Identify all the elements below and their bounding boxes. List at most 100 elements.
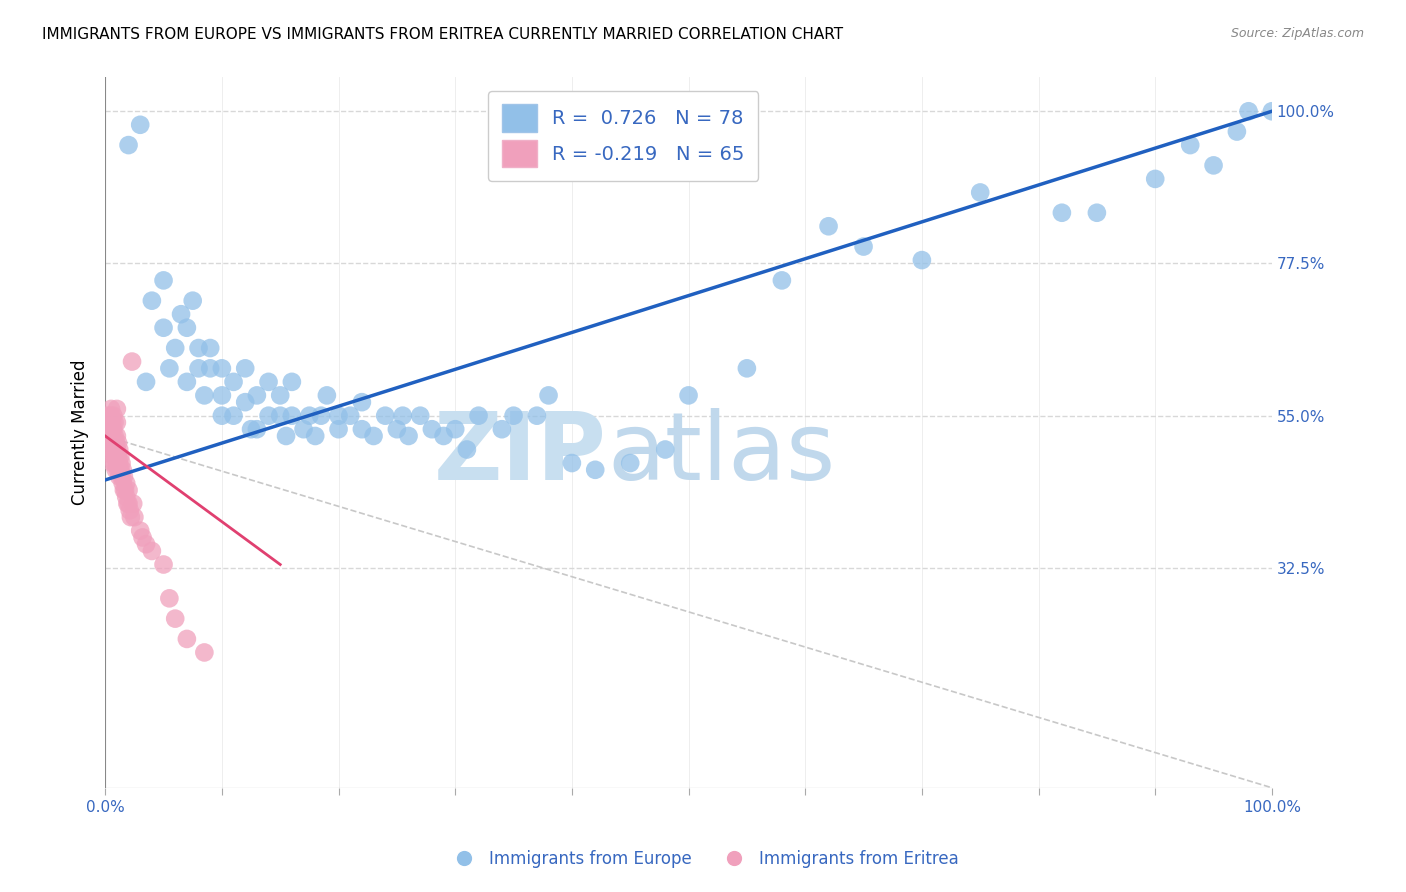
Y-axis label: Currently Married: Currently Married xyxy=(72,359,89,506)
Point xyxy=(420,422,443,436)
Point xyxy=(120,510,142,524)
Point xyxy=(350,395,373,409)
Point xyxy=(1261,104,1284,119)
Point xyxy=(96,422,118,436)
Point xyxy=(817,219,839,234)
Point xyxy=(339,409,361,423)
Point xyxy=(1050,205,1073,219)
Point xyxy=(100,422,122,436)
Point xyxy=(187,341,209,355)
Point xyxy=(105,456,128,470)
Point xyxy=(107,450,129,464)
Point xyxy=(135,375,157,389)
Point xyxy=(107,435,129,450)
Point xyxy=(98,416,121,430)
Point xyxy=(269,388,291,402)
Point xyxy=(100,409,122,423)
Point xyxy=(328,422,350,436)
Point xyxy=(122,497,145,511)
Point xyxy=(315,388,337,402)
Point xyxy=(117,497,139,511)
Point xyxy=(170,307,193,321)
Point xyxy=(112,469,135,483)
Point xyxy=(105,401,128,416)
Point xyxy=(350,422,373,436)
Point xyxy=(111,463,134,477)
Point xyxy=(104,450,127,464)
Point xyxy=(101,442,124,457)
Point xyxy=(211,388,233,402)
Point xyxy=(98,429,121,443)
Point xyxy=(101,429,124,443)
Point xyxy=(233,395,256,409)
Point xyxy=(110,463,132,477)
Point xyxy=(104,463,127,477)
Point xyxy=(103,416,125,430)
Point xyxy=(222,375,245,389)
Point xyxy=(103,456,125,470)
Point xyxy=(309,409,332,423)
Point xyxy=(432,429,454,443)
Point xyxy=(110,456,132,470)
Point xyxy=(1237,104,1260,119)
Point xyxy=(200,341,222,355)
Point xyxy=(292,422,315,436)
Point xyxy=(1202,158,1225,172)
Point xyxy=(152,273,174,287)
Point xyxy=(240,422,263,436)
Point xyxy=(176,320,198,334)
Point xyxy=(502,409,524,423)
Point xyxy=(654,442,676,457)
Point xyxy=(103,435,125,450)
Point xyxy=(969,186,991,200)
Point xyxy=(108,456,131,470)
Point xyxy=(111,476,134,491)
Point xyxy=(165,341,187,355)
Text: IMMIGRANTS FROM EUROPE VS IMMIGRANTS FROM ERITREA CURRENTLY MARRIED CORRELATION : IMMIGRANTS FROM EUROPE VS IMMIGRANTS FRO… xyxy=(42,27,844,42)
Point xyxy=(114,483,136,497)
Point xyxy=(770,273,793,287)
Point xyxy=(1085,205,1108,219)
Point xyxy=(141,293,163,308)
Point xyxy=(103,409,125,423)
Point xyxy=(107,463,129,477)
Point xyxy=(101,456,124,470)
Point xyxy=(129,524,152,538)
Point xyxy=(141,544,163,558)
Point xyxy=(115,476,138,491)
Point xyxy=(105,442,128,457)
Point xyxy=(110,469,132,483)
Point xyxy=(491,422,513,436)
Point xyxy=(678,388,700,402)
Point xyxy=(298,409,321,423)
Point xyxy=(398,429,420,443)
Point xyxy=(233,361,256,376)
Point xyxy=(96,409,118,423)
Point xyxy=(103,442,125,457)
Point xyxy=(211,361,233,376)
Point xyxy=(108,442,131,457)
Point xyxy=(526,409,548,423)
Point xyxy=(537,388,560,402)
Point xyxy=(104,435,127,450)
Point xyxy=(118,503,141,517)
Point xyxy=(117,497,139,511)
Point xyxy=(157,361,180,376)
Point xyxy=(246,388,269,402)
Point xyxy=(131,531,153,545)
Point xyxy=(193,388,215,402)
Point xyxy=(269,409,291,423)
Point xyxy=(561,456,583,470)
Point xyxy=(193,645,215,659)
Point xyxy=(157,591,180,606)
Text: ZIP: ZIP xyxy=(434,408,607,500)
Point xyxy=(200,361,222,376)
Point xyxy=(121,354,143,368)
Point xyxy=(257,409,280,423)
Point xyxy=(112,483,135,497)
Point xyxy=(222,409,245,423)
Point xyxy=(103,429,125,443)
Point xyxy=(103,450,125,464)
Point xyxy=(100,435,122,450)
Point xyxy=(97,416,120,430)
